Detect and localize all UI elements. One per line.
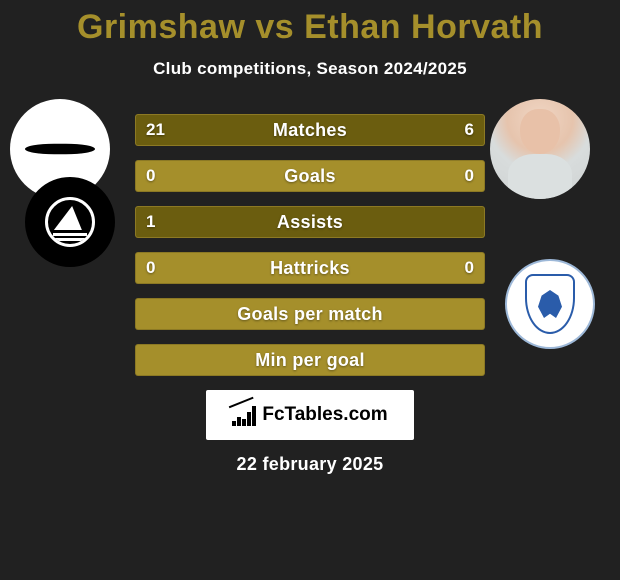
stat-row: 216Matches xyxy=(135,114,485,146)
stat-row: Min per goal xyxy=(135,344,485,376)
stat-label: Goals per match xyxy=(136,299,484,329)
player-right-avatar xyxy=(490,99,590,199)
comparison-title: Grimshaw vs Ethan Horvath xyxy=(0,0,620,47)
stat-bars: 216Matches 00Goals 1Assists 00Hattricks Goal… xyxy=(135,114,485,376)
brand-watermark: FcTables.com xyxy=(206,390,414,440)
brand-chart-icon xyxy=(232,404,256,426)
snapshot-date: 22 february 2025 xyxy=(0,454,620,475)
cardiff-badge-icon xyxy=(525,274,575,334)
club-left-logo xyxy=(25,177,115,267)
stat-row: 1Assists xyxy=(135,206,485,238)
brand-text: FcTables.com xyxy=(262,404,387,426)
club-right-logo xyxy=(505,259,595,349)
comparison-content: 216Matches 00Goals 1Assists 00Hattricks Goal… xyxy=(0,114,620,475)
stat-label: Matches xyxy=(136,115,484,145)
player-right-name: Ethan Horvath xyxy=(304,8,543,46)
stat-row: Goals per match xyxy=(135,298,485,330)
stat-label: Min per goal xyxy=(136,345,484,375)
stat-label: Assists xyxy=(136,207,484,237)
vs-text: vs xyxy=(255,8,294,46)
stat-label: Hattricks xyxy=(136,253,484,283)
stat-label: Goals xyxy=(136,161,484,191)
player-left-name: Grimshaw xyxy=(77,8,245,46)
plymouth-badge-icon xyxy=(45,197,95,247)
stat-row: 00Hattricks xyxy=(135,252,485,284)
season-subtitle: Club competitions, Season 2024/2025 xyxy=(0,59,620,79)
stat-row: 00Goals xyxy=(135,160,485,192)
